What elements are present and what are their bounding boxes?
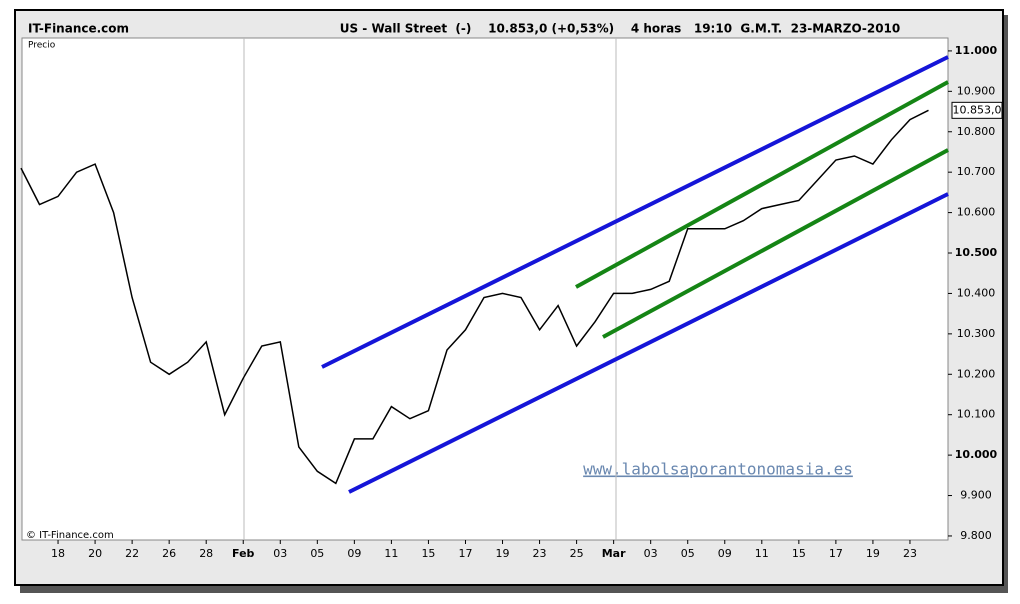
y-tick-label: 9.800 [960, 529, 992, 542]
y-tick-label: 10.800 [957, 125, 996, 138]
x-tick-label: 17 [829, 547, 843, 560]
y-tick-label: 10.600 [957, 206, 996, 219]
x-tick-label: 23 [903, 547, 917, 560]
x-tick-label: 11 [384, 547, 398, 560]
y-tick-label: 10.400 [957, 286, 996, 299]
x-tick-label: 19 [496, 547, 510, 560]
y-axis-label: Precio [28, 41, 56, 51]
x-tick-label: 05 [310, 547, 324, 560]
chart-title: US - Wall Street (-) 10.853,0 (+0,53%) 4… [340, 22, 901, 36]
y-tick-label: 10.200 [957, 367, 996, 380]
y-tick-label: 9.900 [960, 489, 992, 502]
y-tick-label: 10.100 [957, 408, 996, 421]
x-tick-label: Feb [232, 547, 255, 560]
y-tick-label: 10.900 [957, 84, 996, 97]
x-tick-label: 25 [570, 547, 584, 560]
x-tick-label: 09 [347, 547, 361, 560]
last-price-box [951, 101, 1003, 119]
y-tick-label: 10.300 [957, 327, 996, 340]
copyright: © IT-Finance.com [26, 530, 114, 541]
site-name: IT-Finance.com [28, 22, 129, 36]
trend-channel-upper [321, 55, 949, 369]
y-tick-label: 10.500 [955, 246, 998, 259]
x-tick-label: 03 [273, 547, 287, 560]
trend-channel-upper [575, 80, 949, 289]
plot-area [21, 37, 949, 541]
price-line [20, 109, 929, 485]
watermark: www.labolsaporantonomasia.es [583, 460, 853, 479]
x-tick-label: 18 [51, 547, 65, 560]
x-tick-label: 26 [162, 547, 176, 560]
x-tick-label: 15 [792, 547, 806, 560]
x-tick-label: 09 [718, 547, 732, 560]
y-tick-label: 11.000 [955, 44, 998, 57]
x-tick-label: 05 [681, 547, 695, 560]
trend-channel-lower [602, 148, 949, 339]
x-tick-label: 23 [533, 547, 547, 560]
y-tick-label: 10.000 [955, 448, 998, 461]
x-tick-label: 22 [125, 547, 139, 560]
x-tick-label: 19 [866, 547, 880, 560]
x-tick-label: Mar [602, 547, 626, 560]
x-tick-label: 15 [421, 547, 435, 560]
x-tick-label: 28 [199, 547, 213, 560]
x-tick-label: 03 [644, 547, 658, 560]
x-tick-label: 11 [755, 547, 769, 560]
x-tick-label: 20 [88, 547, 102, 560]
y-tick-label: 10.700 [957, 165, 996, 178]
trend-channel-lower [348, 192, 949, 494]
last-price-label: 10.853,0 [953, 103, 1002, 116]
x-tick-label: 17 [458, 547, 472, 560]
